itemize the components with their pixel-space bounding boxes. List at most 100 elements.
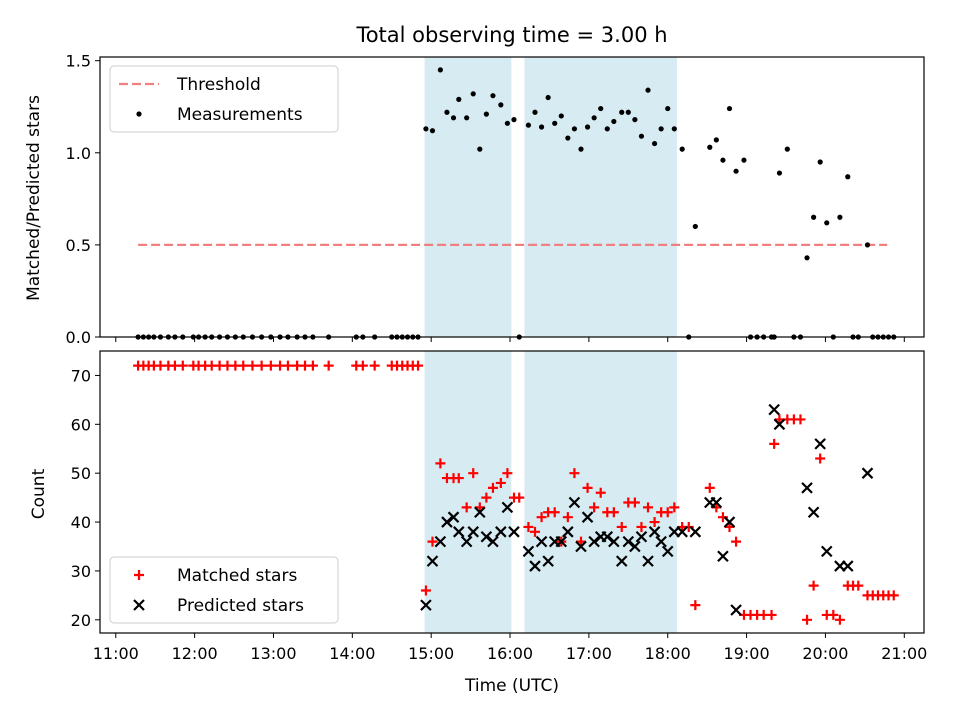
- y-tick-label: 60: [71, 415, 91, 434]
- measurement-point: [552, 120, 558, 126]
- measurement-point: [571, 126, 578, 132]
- top-y-axis-label: Matched/Predicted stars: [24, 95, 44, 301]
- bottom-panel: 20 30 40 50 60 70 11:00 12:00 13:00 14:00 15:00 16:…: [71, 350, 927, 663]
- measurement-point: [464, 115, 470, 121]
- predicted-star-point: [420, 599, 432, 611]
- matched-star-point: [731, 536, 742, 547]
- measurement-point: [692, 223, 698, 230]
- measurement-point: [845, 174, 851, 180]
- matched-star-point: [265, 360, 276, 371]
- legend-measurement-swatch: [136, 111, 142, 117]
- x-tick-label: 12:00: [172, 644, 218, 663]
- matched-star-point: [307, 360, 318, 371]
- top-panel: 0.0 0.5 1.0 1.5 Threshold Measurements: [66, 52, 925, 347]
- x-tick-label: 14:00: [329, 644, 375, 663]
- matched-star-point: [495, 477, 506, 488]
- matched-star-point: [523, 521, 534, 532]
- measurement-point: [423, 126, 429, 132]
- matched-star-point: [704, 482, 715, 493]
- measurement-point: [671, 126, 677, 132]
- predicted-star-point: [555, 535, 568, 548]
- matched-star-point: [795, 414, 806, 425]
- predicted-star-point: [447, 511, 460, 523]
- predicted-star-point: [814, 438, 826, 450]
- x-tick-label: 18:00: [645, 644, 691, 663]
- predicted-star-point: [480, 530, 493, 543]
- legend-predicted-swatch: [133, 599, 145, 611]
- legend-label: Threshold: [176, 75, 261, 95]
- matched-star-point: [717, 512, 728, 523]
- y-tick-label: 1.5: [66, 52, 91, 71]
- matched-star-point: [802, 614, 813, 625]
- measurement-point: [741, 157, 747, 163]
- matched-star-point: [413, 360, 424, 371]
- measurement-point: [784, 146, 790, 152]
- matched-star-point: [357, 360, 368, 371]
- predicted-star-point: [648, 526, 661, 538]
- predicted-star-point: [434, 535, 447, 548]
- measurement-point: [707, 144, 713, 150]
- predicted-star-point: [676, 526, 688, 538]
- measurement-point: [565, 135, 571, 141]
- predicted-star-point: [661, 545, 674, 558]
- y-tick-label: 40: [71, 513, 91, 532]
- matched-star-point: [888, 590, 899, 601]
- predicted-star-point: [841, 560, 854, 572]
- matched-star-point: [683, 521, 694, 532]
- x-tick-label: 13:00: [250, 644, 296, 663]
- predicted-star-point: [710, 496, 723, 509]
- measurement-point: [619, 109, 625, 115]
- predicted-star-point: [522, 545, 535, 558]
- x-tick-label: 21:00: [881, 644, 927, 663]
- matched-star-point: [323, 360, 334, 371]
- matched-star-point: [828, 609, 839, 620]
- legend-box: [109, 65, 339, 133]
- legend-matched-swatch: [134, 570, 144, 580]
- measurement-point: [498, 102, 504, 108]
- matched-star-point: [256, 360, 267, 371]
- predicted-star-point: [608, 535, 620, 548]
- shaded-interval: [524, 57, 677, 337]
- matched-star-point: [569, 468, 580, 479]
- shaded-interval: [424, 351, 512, 633]
- predicted-star-point: [575, 540, 587, 553]
- predicted-star-point: [635, 530, 648, 543]
- predicted-star-point: [768, 403, 780, 416]
- x-tick-label: 17:00: [566, 644, 612, 663]
- measurement-point: [450, 115, 457, 121]
- measurement-point: [591, 115, 597, 121]
- matched-star-point: [468, 468, 479, 479]
- matched-star-point: [481, 492, 492, 503]
- measurement-point: [776, 170, 783, 176]
- x-axis-label: Time (UTC): [464, 676, 559, 696]
- predicted-star-point: [452, 526, 465, 538]
- y-tick-label: 0.5: [66, 236, 91, 255]
- matched-star-point: [636, 521, 647, 532]
- matched-star-point: [487, 482, 498, 493]
- predicted-star-point: [801, 482, 813, 494]
- matched-star-point: [649, 517, 660, 528]
- predicted-star-point: [730, 604, 742, 616]
- matched-star-point: [435, 458, 446, 469]
- measurement-point: [817, 159, 823, 165]
- predicted-star-point: [689, 526, 702, 538]
- matched-star-point: [247, 360, 258, 371]
- matched-star-point: [595, 487, 606, 498]
- legend-label: Predicted stars: [177, 596, 304, 616]
- y-tick-label: 0.0: [66, 328, 91, 347]
- plot-frame: [99, 56, 925, 338]
- matched-star-point: [177, 360, 188, 371]
- predicted-star-point: [820, 545, 833, 558]
- measurement-point: [525, 122, 532, 128]
- x-tick-label: 20:00: [802, 644, 848, 663]
- matched-star-point: [238, 360, 249, 371]
- predicted-star-point: [562, 526, 574, 538]
- predicted-star-point: [601, 530, 614, 543]
- matched-star-point: [502, 468, 513, 479]
- matched-star-point: [427, 536, 438, 547]
- measurement-point: [713, 137, 719, 143]
- measurement-point: [504, 120, 511, 126]
- predicted-star-point: [535, 535, 548, 548]
- matched-star-point: [608, 507, 619, 518]
